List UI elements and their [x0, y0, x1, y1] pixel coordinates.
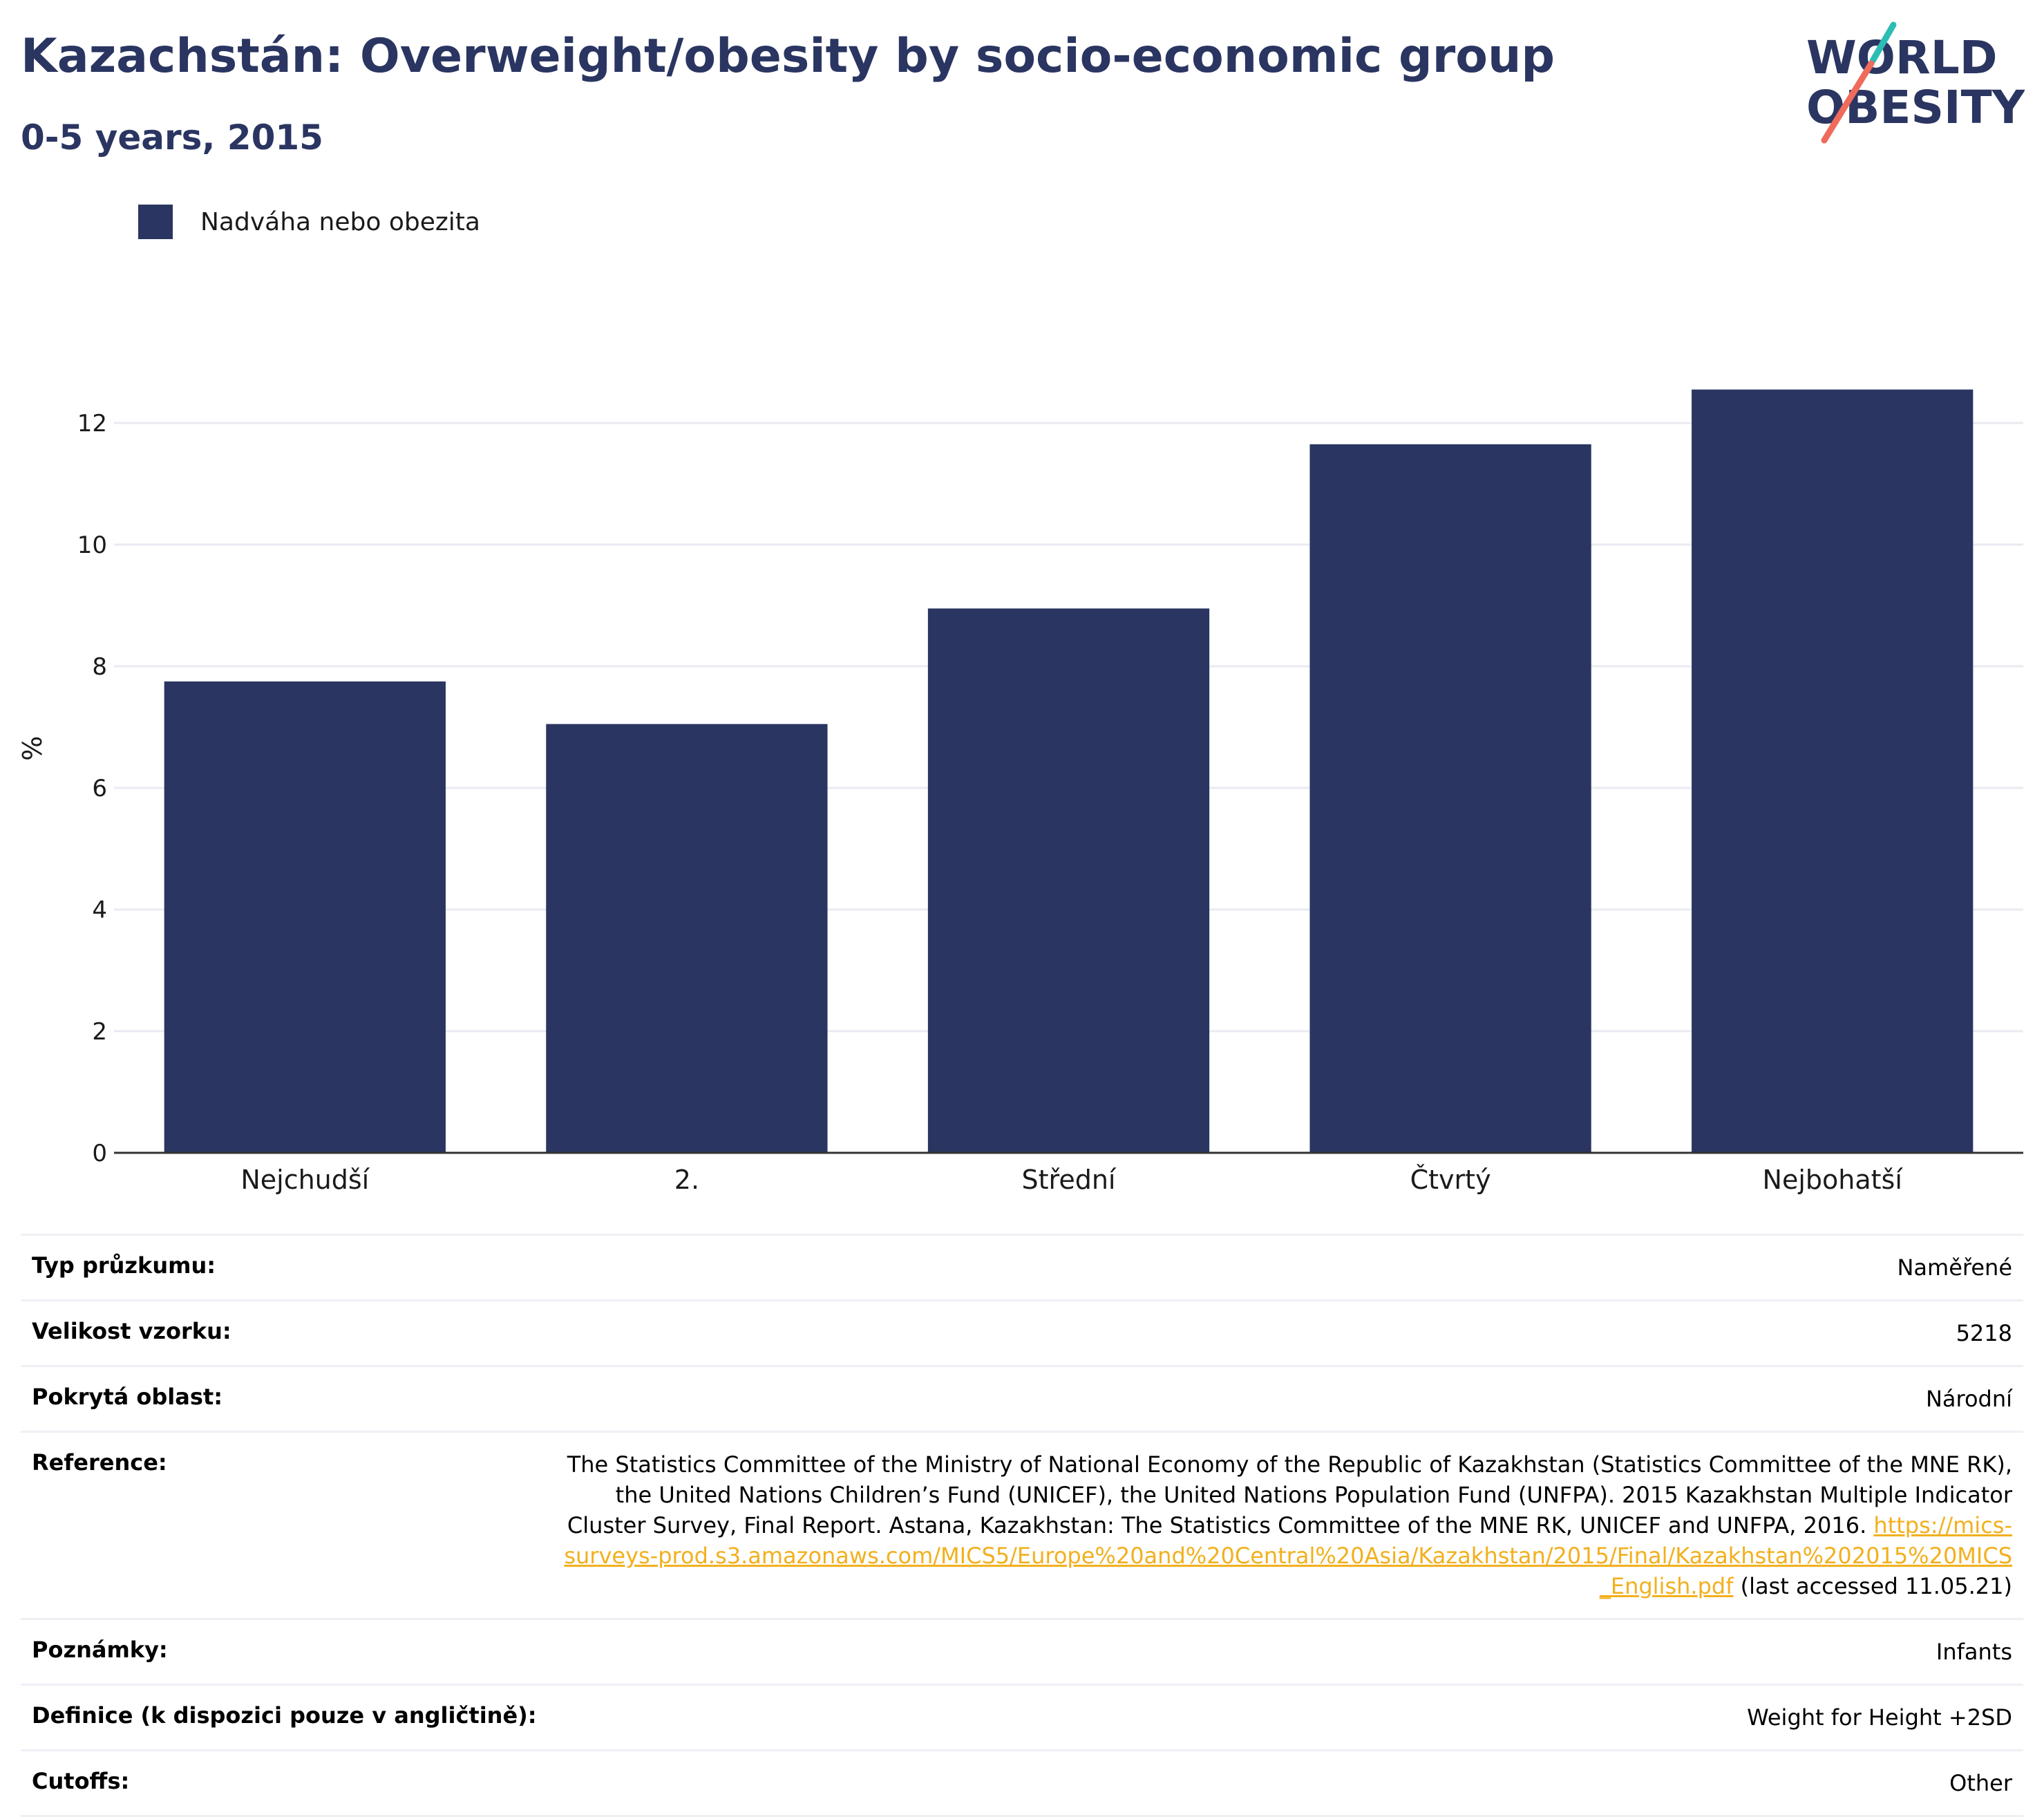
info-label: Poznámky: — [21, 1618, 548, 1685]
info-value: Infants — [547, 1618, 2023, 1685]
y-tick-label: 12 — [77, 410, 107, 437]
x-tick-label: 2. — [674, 1165, 699, 1195]
bar — [927, 608, 1210, 1153]
y-tick-label: 10 — [77, 531, 107, 559]
reference-text: The Statistics Committee of the Ministry… — [567, 1451, 2012, 1538]
info-label: Pokrytá oblast: — [21, 1365, 548, 1432]
world-obesity-logo: WORLD OBESITY — [1806, 21, 2025, 144]
legend-swatch — [138, 205, 173, 239]
y-tick-label: 4 — [92, 896, 107, 924]
bar-chart: 0 2 4 6 8 10 12% Nejchudší 2. Střední Čtvrtý Nejboh… — [17, 389, 2023, 1195]
info-value: Weight for Height +2SD — [547, 1684, 2023, 1751]
info-label: Velikost vzorku: — [21, 1299, 548, 1366]
info-row-reference: Reference: The Statistics Committee of t… — [21, 1431, 2023, 1619]
y-tick-label: 2 — [92, 1018, 107, 1046]
survey-info-table: Typ průzkumu: Naměřené Velikost vzorku: … — [21, 1234, 2023, 1817]
chart-subtitle: 0-5 years, 2015 — [21, 117, 323, 158]
logo-slash-teal — [1869, 21, 1897, 64]
reference-suffix: (last accessed 11.05.21) — [1733, 1573, 2012, 1599]
x-tick-label: Nejchudší — [240, 1165, 370, 1195]
info-label: Typ průzkumu: — [21, 1234, 548, 1301]
logo-slash-coral — [1821, 60, 1875, 144]
x-tick-label: Čtvrtý — [1410, 1165, 1491, 1195]
bar — [1309, 444, 1591, 1153]
info-value: Národní — [547, 1365, 2023, 1432]
info-row: Pokrytá oblast: Národní — [21, 1365, 2023, 1432]
info-value: Naměřené — [547, 1234, 2023, 1301]
reference-value: The Statistics Committee of the Ministry… — [547, 1431, 2023, 1619]
info-label: Cutoffs: — [21, 1749, 548, 1817]
bar — [164, 681, 446, 1153]
legend[interactable]: Nadváha nebo obezita — [138, 205, 480, 239]
y-tick-label: 0 — [92, 1140, 107, 1167]
info-label: Definice (k dispozici pouze v angličtině… — [21, 1684, 548, 1751]
info-row: Typ průzkumu: Naměřené — [21, 1234, 2023, 1301]
info-row: Definice (k dispozici pouze v angličtině… — [21, 1684, 2023, 1751]
x-tick-label: Střední — [1022, 1165, 1117, 1195]
x-tick-label: Nejbohatší — [1763, 1165, 1904, 1195]
reference-link[interactable]: https://mics-surveys-prod.s3.amazonaws.c… — [564, 1512, 2012, 1599]
logo-line1: WORLD — [1806, 31, 1998, 84]
bar — [546, 724, 828, 1153]
info-row: Cutoffs: Other — [21, 1749, 2023, 1817]
legend-label: Nadváha nebo obezita — [200, 207, 480, 236]
info-row: Poznámky: Infants — [21, 1618, 2023, 1685]
info-label: Reference: — [21, 1431, 548, 1619]
info-value: 5218 — [547, 1299, 2023, 1366]
chart-title: Kazachstán: Overweight/obesity by socio-… — [21, 29, 1555, 84]
info-value: Other — [547, 1749, 2023, 1817]
bar — [1692, 389, 1974, 1153]
y-tick-label: 8 — [92, 653, 107, 681]
info-row: Velikost vzorku: 5218 — [21, 1299, 2023, 1366]
y-tick-label: 6 — [92, 775, 107, 802]
logo-line2: OBESITY — [1806, 81, 2025, 134]
y-axis-label: % — [17, 736, 48, 761]
